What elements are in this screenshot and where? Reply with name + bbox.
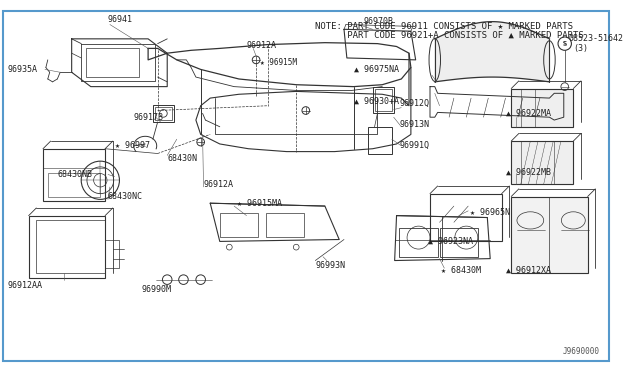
- Text: ★ 96965N: ★ 96965N: [470, 208, 510, 217]
- Text: S: S: [563, 41, 566, 46]
- Text: 96970B: 96970B: [363, 17, 393, 26]
- Bar: [155, 107, 172, 120]
- Text: ▲ 96923NA: ▲ 96923NA: [428, 237, 473, 246]
- Bar: [511, 89, 573, 127]
- Text: ★ 68430M: ★ 68430M: [442, 266, 481, 275]
- Text: ▲ 96975NA: ▲ 96975NA: [353, 65, 399, 74]
- Bar: [368, 127, 392, 154]
- Text: 68430N: 68430N: [167, 154, 197, 163]
- Text: 96990M: 96990M: [141, 285, 172, 294]
- Bar: [86, 48, 138, 77]
- Bar: [511, 141, 573, 184]
- Bar: [440, 228, 478, 257]
- Bar: [36, 220, 105, 273]
- Text: 68430NC: 68430NC: [108, 192, 143, 201]
- Polygon shape: [435, 22, 549, 82]
- Bar: [399, 228, 438, 257]
- Text: 96941: 96941: [108, 15, 133, 24]
- Bar: [48, 173, 100, 196]
- Text: 96913N: 96913N: [399, 121, 429, 129]
- Text: ▲ 96930+A: ▲ 96930+A: [353, 96, 399, 105]
- Text: ▲ 96922MB: ▲ 96922MB: [506, 168, 552, 177]
- Bar: [43, 149, 105, 201]
- Text: 68430NB: 68430NB: [58, 170, 92, 179]
- Bar: [153, 105, 174, 122]
- Text: 96912A: 96912A: [246, 41, 276, 50]
- Bar: [430, 194, 502, 241]
- Text: 96991Q: 96991Q: [399, 141, 429, 150]
- Bar: [374, 89, 392, 112]
- Text: PART CODE 96921+A CONSISTS OF ▲ MARKED PARTS: PART CODE 96921+A CONSISTS OF ▲ MARKED P…: [316, 30, 584, 39]
- Bar: [29, 216, 105, 278]
- Text: ★ 96997: ★ 96997: [115, 141, 150, 150]
- Text: 96912AA: 96912AA: [8, 281, 43, 290]
- Bar: [105, 240, 120, 268]
- Bar: [511, 196, 588, 273]
- Text: NOTE: PART CODE 96911 CONSISTS OF ★ MARKED PARTS: NOTE: PART CODE 96911 CONSISTS OF ★ MARK…: [316, 22, 573, 31]
- Text: J9690000: J9690000: [563, 347, 600, 356]
- Text: ★ 96915M: ★ 96915M: [260, 58, 297, 67]
- Text: 96917B: 96917B: [134, 113, 164, 122]
- Bar: [220, 213, 258, 237]
- Text: 08523-51642: 08523-51642: [568, 34, 623, 44]
- Text: 96993N: 96993N: [316, 261, 346, 270]
- Text: S: S: [563, 41, 567, 46]
- Text: 96912Q: 96912Q: [399, 99, 429, 108]
- Text: ▲ 96912XA: ▲ 96912XA: [506, 266, 552, 275]
- Polygon shape: [511, 141, 573, 184]
- Text: 96935A: 96935A: [8, 65, 38, 74]
- Text: (3): (3): [573, 44, 588, 53]
- Bar: [372, 87, 394, 113]
- Bar: [266, 213, 304, 237]
- Polygon shape: [511, 196, 588, 273]
- Text: ▲ 96922MA: ▲ 96922MA: [506, 109, 552, 118]
- Text: 96912A: 96912A: [204, 180, 234, 189]
- Polygon shape: [511, 89, 573, 127]
- Text: ★ 96915MA: ★ 96915MA: [237, 199, 282, 208]
